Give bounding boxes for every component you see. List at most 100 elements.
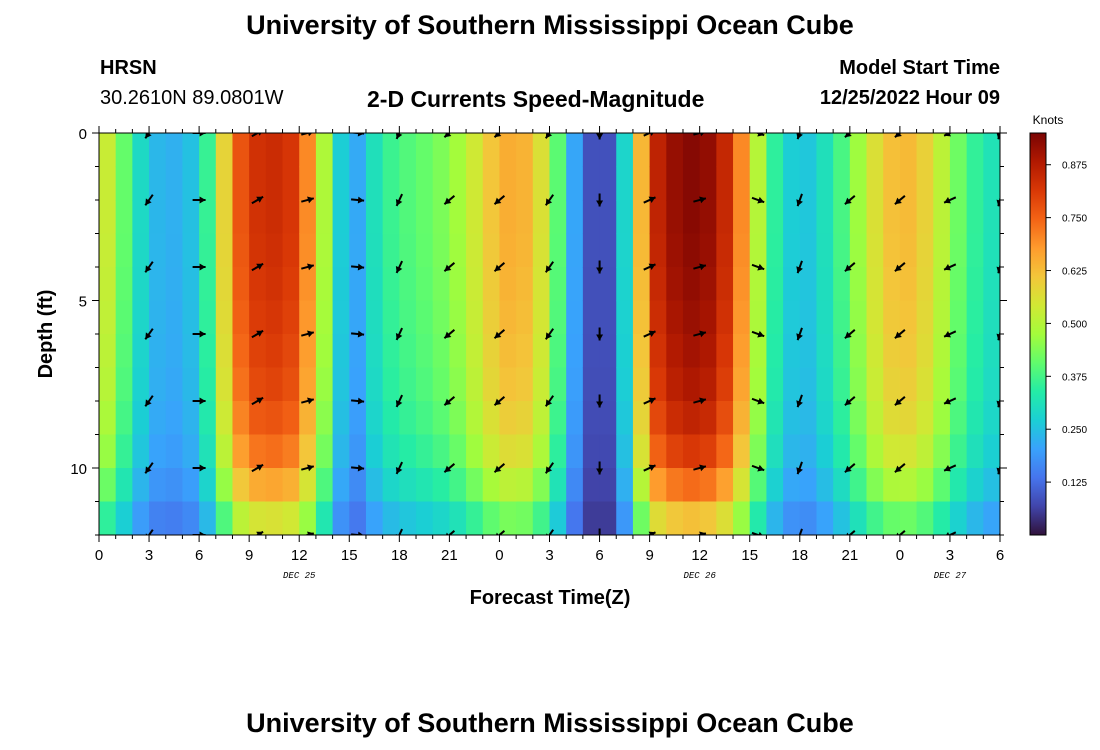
heatmap-cell: [449, 166, 467, 201]
heatmap-cell: [516, 133, 534, 168]
heatmap-cell: [215, 166, 234, 201]
heatmap-cell: [799, 267, 818, 302]
heatmap-cell: [733, 233, 751, 268]
x-tick-label: 3: [145, 547, 153, 564]
heatmap-cell: [232, 501, 250, 535]
heatmap-cell: [616, 468, 634, 503]
heatmap-cell: [449, 267, 467, 302]
heatmap-cell: [699, 434, 717, 469]
current-vector: [395, 327, 404, 341]
heatmap-cell: [833, 267, 851, 302]
heatmap-cell: [983, 200, 1000, 235]
current-vector: [643, 196, 656, 204]
current-vector: [894, 262, 906, 272]
heatmap-cell: [933, 334, 951, 369]
heatmap-cell: [866, 434, 884, 469]
heatmap-cell: [766, 267, 784, 302]
heatmap-cell: [499, 334, 517, 369]
heatmap-cell: [616, 233, 634, 268]
heatmap-cell: [916, 200, 934, 235]
heatmap-cell: [399, 367, 417, 402]
x-tick-label: 21: [441, 547, 458, 564]
heatmap-cell: [733, 200, 751, 235]
heatmap-cell: [199, 166, 217, 201]
heatmap-cell: [733, 468, 751, 503]
heatmap-cell: [549, 233, 567, 268]
heatmap-cell: [399, 200, 417, 235]
heatmap-cell: [165, 334, 184, 369]
heatmap-cell: [265, 300, 284, 335]
heatmap-cell: [716, 166, 734, 201]
heatmap-cell: [382, 133, 400, 168]
heatmap-cell: [582, 233, 601, 268]
heatmap-cell: [516, 267, 534, 302]
model-start-value: 12/25/2022 Hour 09: [819, 87, 1000, 109]
heatmap-cell: [599, 300, 617, 335]
heatmap-cell: [215, 434, 234, 469]
heatmap-cell: [382, 401, 400, 436]
current-vector: [395, 193, 404, 207]
heatmap-cell: [416, 468, 434, 503]
heatmap-cell: [783, 133, 801, 168]
heatmap-cell: [983, 468, 1000, 503]
heatmap-cell: [666, 468, 684, 503]
heatmap-cell: [949, 200, 968, 235]
heatmap-cell: [399, 434, 417, 469]
heatmap-cell: [382, 434, 400, 469]
heatmap-cell: [249, 367, 267, 402]
heatmap-cell: [132, 334, 150, 369]
heatmap-cell: [966, 367, 984, 402]
heatmap-cell: [816, 401, 834, 436]
heatmap-cell: [365, 133, 384, 168]
heatmap-cell: [132, 501, 150, 535]
heatmap-cell: [799, 501, 818, 535]
heatmap-cell: [749, 133, 768, 168]
heatmap-cell: [966, 434, 984, 469]
heatmap-cell: [682, 300, 701, 335]
heatmap-cell: [899, 334, 918, 369]
current-vector: [796, 394, 803, 408]
heatmap-cell: [99, 401, 117, 436]
heatmap-cell: [516, 401, 534, 436]
heatmap-cell: [783, 501, 801, 535]
heatmap-cell: [99, 334, 117, 369]
heatmap-cell: [599, 501, 617, 535]
heatmap-cell: [916, 334, 934, 369]
heatmap-cell: [365, 334, 384, 369]
heatmap-cell: [265, 133, 284, 168]
heatmap-cell: [349, 367, 367, 402]
x-axis: 0 3 6 9 12 15 18 21 0 3 6 9 12 15 18 21 0 3 6 DEC 25 DEC 26 D…: [95, 126, 1004, 581]
heatmap-cell: [165, 401, 184, 436]
heatmap-cell: [616, 200, 634, 235]
heatmap-cell: [766, 300, 784, 335]
x-tick-label: 18: [791, 547, 808, 564]
heatmap-cell: [883, 434, 901, 469]
heatmap-cell: [866, 300, 884, 335]
heatmap-cell: [149, 300, 167, 335]
heatmap-cell: [582, 300, 601, 335]
heatmap-cell: [816, 200, 834, 235]
heatmap-cell: [182, 468, 200, 503]
heatmap-cell: [632, 367, 651, 402]
heatmap-cell: [299, 267, 317, 302]
heatmap-cell: [299, 300, 317, 335]
heatmap-cell: [482, 434, 501, 469]
current-vectors: [144, 133, 1000, 535]
heatmap-cell: [616, 300, 634, 335]
heatmap-cell: [916, 468, 934, 503]
heatmap-cell: [299, 401, 317, 436]
heatmap-cell: [466, 200, 484, 235]
heatmap-cell: [482, 468, 501, 503]
x-axis-label: Forecast Time(Z): [470, 587, 631, 609]
current-vector: [943, 464, 957, 472]
current-vector: [144, 328, 154, 340]
heatmap-cell: [899, 267, 918, 302]
heatmap-cell: [332, 267, 350, 302]
heatmap-cell: [382, 501, 400, 535]
colorbar-title: Knots: [1033, 113, 1064, 127]
current-vector: [351, 330, 365, 338]
x-tick-label: 0: [896, 547, 904, 564]
heatmap-cell: [215, 267, 234, 302]
heatmap-cell: [899, 401, 918, 436]
current-vector: [301, 196, 315, 204]
